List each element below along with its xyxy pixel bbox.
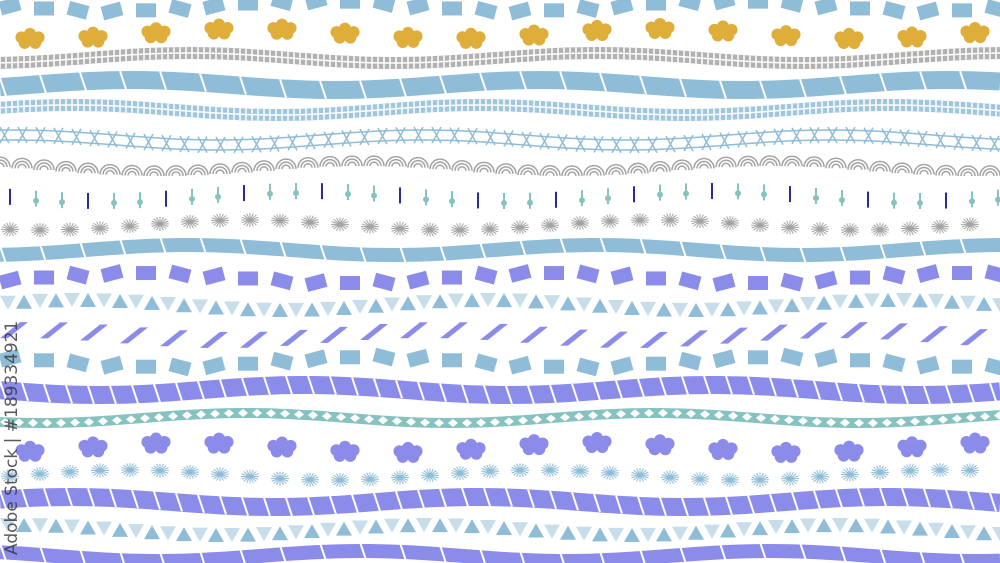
band-seigaiha xyxy=(0,155,1000,177)
band-solid-wave xyxy=(0,70,1000,100)
band-dot-sticks xyxy=(9,183,1000,209)
watermark: Adobe Stock | #189334921 xyxy=(2,320,22,555)
band-stripe-band xyxy=(0,375,1000,405)
band-grid-band xyxy=(0,98,1000,121)
band-zigzag xyxy=(0,322,988,348)
band-diamonds xyxy=(0,408,1000,429)
band-blocks xyxy=(0,264,1000,292)
band-lattice xyxy=(0,126,1000,154)
band-flowers xyxy=(15,18,990,49)
band-triangles xyxy=(0,293,1000,317)
band-grid-band xyxy=(0,46,1000,69)
band-triangles xyxy=(0,518,1000,542)
band-flowers xyxy=(15,432,990,463)
band-blocks xyxy=(0,0,1000,21)
band-stars xyxy=(1,463,979,487)
band-asanoha-wave xyxy=(0,235,1000,265)
band-blocks xyxy=(0,347,1000,377)
band-stars xyxy=(1,213,979,237)
band-asanoha-wave xyxy=(0,541,1000,563)
band-stripe-band xyxy=(0,487,1000,517)
